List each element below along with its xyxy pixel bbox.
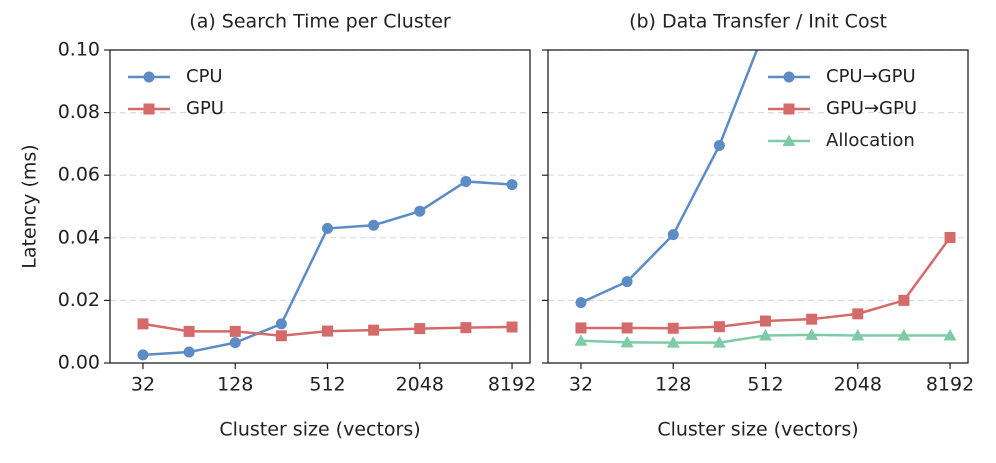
point: [574, 334, 588, 346]
x-tick-label: 8192: [488, 374, 536, 396]
y-tick-label: 0.04: [58, 226, 100, 248]
point: [667, 322, 679, 334]
x-tick-label: 8192: [926, 374, 974, 396]
x-tick-label: 512: [747, 374, 783, 396]
point: [943, 328, 957, 341]
legend-label: Allocation: [826, 130, 915, 151]
point: [621, 322, 633, 334]
point: [851, 328, 865, 341]
point: [229, 325, 241, 337]
point: [783, 71, 795, 83]
point: [368, 324, 380, 336]
plot: [574, 50, 957, 348]
point: [667, 229, 679, 241]
chart-title: (a) Search Time per Cluster: [189, 11, 451, 33]
point: [322, 325, 334, 337]
point: [805, 328, 819, 340]
y-axis-label: Latency (ms): [19, 144, 41, 268]
point: [229, 337, 241, 349]
y-tick-label: 0.02: [58, 289, 100, 311]
y-tick-label: 0.06: [58, 164, 100, 186]
point: [806, 313, 818, 325]
point: [898, 294, 910, 306]
legend-label: CPU→GPU: [826, 66, 916, 87]
point: [759, 328, 773, 341]
point: [713, 321, 725, 333]
x-tick-label: 128: [217, 374, 253, 396]
frame: [547, 49, 969, 364]
point: [621, 276, 633, 288]
legend-label: GPU→GPU: [826, 98, 917, 119]
point: [368, 219, 380, 231]
point: [506, 321, 518, 333]
x-tick-label: 32: [569, 374, 593, 396]
x-axis-label: Cluster size (vectors): [657, 419, 858, 441]
x-tick-label: 2048: [834, 374, 882, 396]
line: [580, 236, 952, 330]
point: [712, 336, 726, 348]
point: [183, 346, 195, 358]
point: [575, 322, 587, 334]
x-tick-label: 2048: [396, 374, 444, 396]
frame: [109, 49, 531, 364]
y-tick-label: 0.10: [58, 39, 100, 61]
legend-label: CPU: [186, 66, 223, 87]
y-tick-label: 0.00: [58, 352, 100, 374]
point: [783, 103, 795, 115]
point: [713, 139, 725, 151]
point: [414, 323, 426, 335]
point: [414, 205, 426, 217]
point: [852, 308, 864, 320]
point: [575, 297, 587, 309]
chart-title: (b) Data Transfer / Init Cost: [629, 11, 887, 33]
point: [183, 325, 195, 337]
x-tick-label: 128: [655, 374, 691, 396]
point: [137, 318, 149, 330]
point: [506, 179, 518, 191]
line: [580, 50, 759, 304]
point: [137, 349, 149, 361]
point: [760, 315, 772, 327]
plot: [137, 175, 518, 361]
point: [143, 103, 155, 115]
point: [897, 328, 911, 341]
point: [460, 322, 472, 334]
x-tick-label: 512: [309, 374, 345, 396]
point: [322, 222, 334, 234]
point: [275, 330, 287, 342]
y-tick-label: 0.08: [58, 101, 100, 123]
point: [782, 134, 796, 146]
x-axis-label: Cluster size (vectors): [219, 419, 420, 441]
x-tick-label: 32: [131, 374, 155, 396]
legend-label: GPU: [186, 98, 224, 119]
point: [143, 71, 155, 83]
point: [620, 335, 634, 348]
point: [944, 231, 956, 243]
point: [460, 175, 472, 187]
point: [275, 318, 287, 330]
point: [666, 336, 680, 348]
